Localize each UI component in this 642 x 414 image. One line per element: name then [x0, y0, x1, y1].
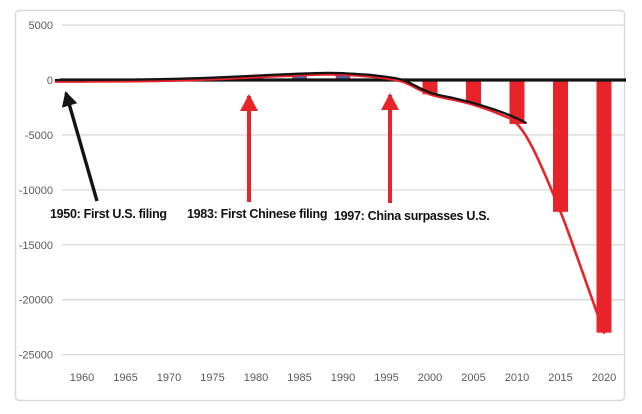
black-trend-line	[54, 71, 527, 124]
x-tick-label: 2015	[548, 372, 572, 384]
x-tick-label: 1975	[200, 372, 224, 384]
x-tick-label: 1985	[287, 372, 311, 384]
y-tick-label: -10000	[19, 185, 53, 197]
y-tick-label: 5000	[29, 20, 53, 32]
x-tick-label: 2005	[461, 372, 485, 384]
x-tick-label: 2020	[592, 372, 616, 384]
annotation-first-chinese-filing: 1983: First Chinese filing	[187, 207, 328, 221]
x-tick-label: 1970	[157, 372, 181, 384]
bar-2010	[509, 80, 525, 124]
x-tick-label: 1995	[374, 372, 398, 384]
annotation-china-surpasses-us: 1997: China surpasses U.S.	[334, 209, 490, 223]
bar-2020	[596, 80, 612, 333]
x-tick-label: 1965	[113, 372, 137, 384]
y-tick-label: -20000	[19, 295, 53, 307]
x-tick-label: 1980	[244, 372, 268, 384]
annotation-first-us-filing: 1950: First U.S. filing	[50, 207, 167, 221]
y-tick-label: 0	[47, 75, 53, 87]
y-tick-label: -25000	[19, 350, 53, 362]
chart-frame	[14, 9, 626, 402]
y-tick-label: -15000	[19, 240, 53, 252]
x-tick-label: 2010	[505, 372, 529, 384]
x-tick-label: 1960	[70, 372, 94, 384]
red-trend-line	[54, 73, 606, 334]
bar-2005	[466, 80, 481, 105]
x-tick-label: 1990	[331, 372, 355, 384]
bar-2015	[553, 80, 568, 212]
x-tick-label: 2000	[418, 372, 442, 384]
annotation-arrow-1	[61, 91, 99, 202]
y-tick-label: -5000	[25, 130, 53, 142]
